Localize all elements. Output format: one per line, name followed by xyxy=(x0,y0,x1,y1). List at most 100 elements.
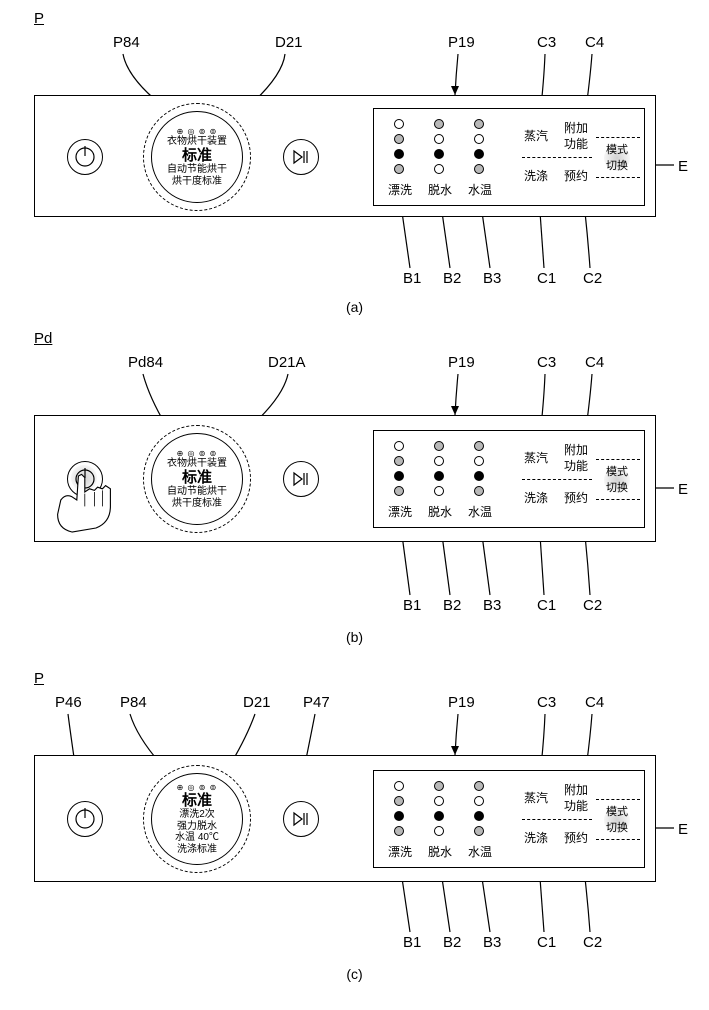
play-pause-button[interactable] xyxy=(283,801,319,837)
label-mode-a: 模式 xyxy=(606,803,628,819)
label-wash[interactable]: 洗涤 xyxy=(524,489,548,506)
figure-a: P P84 D21 P19 C3 C4 ⊕ ◎ ⊚ ⊚ 衣物烘干装置 标准 xyxy=(10,10,699,320)
label-reserve[interactable]: 预约 xyxy=(564,489,588,506)
dot[interactable] xyxy=(394,134,404,144)
dot[interactable] xyxy=(394,164,404,174)
dial-status-icons: ⊕ ◎ ⊚ ⊚ xyxy=(177,783,218,792)
dot[interactable] xyxy=(394,149,404,159)
label-reserve[interactable]: 预约 xyxy=(564,829,588,846)
label-reserve[interactable]: 预约 xyxy=(564,167,588,184)
dot[interactable] xyxy=(394,119,404,129)
dot[interactable] xyxy=(434,134,444,144)
dial-line4: 烘干度标准 xyxy=(172,176,222,188)
label-wash[interactable]: 洗涤 xyxy=(524,167,548,184)
label-mode-b: 切换 xyxy=(606,479,628,495)
label-steam[interactable]: 蒸汽 xyxy=(524,789,548,806)
label-c4: C4 xyxy=(585,694,604,711)
dial-line3: 漂洗2次 xyxy=(179,809,215,821)
dot[interactable] xyxy=(394,456,404,466)
label-wash[interactable]: 洗涤 xyxy=(524,829,548,846)
label-c1: C1 xyxy=(537,270,556,287)
divider xyxy=(596,137,640,138)
label-extra-a[interactable]: 附加 xyxy=(564,781,588,798)
label-b2: B2 xyxy=(443,270,461,287)
power-button[interactable] xyxy=(67,139,103,175)
dot[interactable] xyxy=(434,826,444,836)
divider xyxy=(596,799,640,800)
dot[interactable] xyxy=(394,781,404,791)
dot[interactable] xyxy=(474,456,484,466)
play-pause-button[interactable] xyxy=(283,461,319,497)
dot[interactable] xyxy=(474,796,484,806)
dot[interactable] xyxy=(474,781,484,791)
label-p84: P84 xyxy=(120,694,147,711)
dot[interactable] xyxy=(394,486,404,496)
dial-line2: 标准 xyxy=(182,469,212,486)
label-extra-a[interactable]: 附加 xyxy=(564,441,588,458)
dot[interactable] xyxy=(434,781,444,791)
divider xyxy=(596,459,640,460)
power-button[interactable] xyxy=(67,801,103,837)
dot[interactable] xyxy=(474,119,484,129)
label-extra-b[interactable]: 功能 xyxy=(564,797,588,814)
dot[interactable] xyxy=(434,441,444,451)
dial-line4: 烘干度标准 xyxy=(172,498,222,510)
dot[interactable] xyxy=(474,134,484,144)
dial-status-icons: ⊕ ◎ ⊚ ⊚ xyxy=(177,449,218,458)
play-pause-button[interactable] xyxy=(283,139,319,175)
label-c2: C2 xyxy=(583,934,602,951)
options-panel: 漂洗 脱水 水温 蒸汽 附加 功能 洗涤 预约 模式 切换 xyxy=(373,430,645,528)
label-p19: P19 xyxy=(448,694,475,711)
label-extra-a[interactable]: 附加 xyxy=(564,119,588,136)
dot[interactable] xyxy=(474,164,484,174)
dial-line1: 衣物烘干装置 xyxy=(167,136,227,148)
label-rinse: 漂洗 xyxy=(388,843,412,860)
label-mode-b: 切换 xyxy=(606,819,628,835)
label-b2: B2 xyxy=(443,934,461,951)
dot[interactable] xyxy=(434,119,444,129)
dot[interactable] xyxy=(394,441,404,451)
label-mode-a: 模式 xyxy=(606,463,628,479)
dot[interactable] xyxy=(434,456,444,466)
dot[interactable] xyxy=(434,796,444,806)
dot[interactable] xyxy=(394,796,404,806)
label-p47: P47 xyxy=(303,694,330,711)
dial-display[interactable]: ⊕ ◎ ⊚ ⊚ 衣物烘干装置 标准 自动节能烘干 烘干度标准 xyxy=(151,111,243,203)
dot[interactable] xyxy=(474,441,484,451)
divider xyxy=(522,819,592,820)
dot[interactable] xyxy=(434,486,444,496)
label-b1: B1 xyxy=(403,597,421,614)
label-steam[interactable]: 蒸汽 xyxy=(524,127,548,144)
divider xyxy=(596,839,640,840)
control-panel: ⊕ ◎ ⊚ ⊚ 衣物烘干装置 标准 自动节能烘干 烘干度标准 漂洗 脱水 xyxy=(34,95,656,217)
dot[interactable] xyxy=(474,811,484,821)
options-panel: 漂洗 脱水 水温 蒸汽 附加 功能 洗涤 预约 模式 切换 xyxy=(373,108,645,206)
subfigure-label: (b) xyxy=(10,629,699,645)
dot[interactable] xyxy=(394,811,404,821)
dot[interactable] xyxy=(434,811,444,821)
divider xyxy=(522,157,592,158)
label-steam[interactable]: 蒸汽 xyxy=(524,449,548,466)
dot[interactable] xyxy=(434,164,444,174)
dial-line1: 衣物烘干装置 xyxy=(167,458,227,470)
dot[interactable] xyxy=(474,486,484,496)
label-c3: C3 xyxy=(537,354,556,371)
panel-label: P xyxy=(34,10,44,27)
label-pd84: Pd84 xyxy=(128,354,163,371)
label-p19: P19 xyxy=(448,34,475,51)
label-extra-b[interactable]: 功能 xyxy=(564,135,588,152)
dot[interactable] xyxy=(474,149,484,159)
label-extra-b[interactable]: 功能 xyxy=(564,457,588,474)
dot[interactable] xyxy=(474,826,484,836)
dot[interactable] xyxy=(394,826,404,836)
dial-display[interactable]: ⊕ ◎ ⊚ ⊚ 衣物烘干装置 标准 自动节能烘干 烘干度标准 xyxy=(151,433,243,525)
label-spin: 脱水 xyxy=(428,503,452,520)
dot[interactable] xyxy=(434,149,444,159)
dial-line2: 标准 xyxy=(182,147,212,164)
dot[interactable] xyxy=(394,471,404,481)
label-temp: 水温 xyxy=(468,181,492,198)
dial-display[interactable]: ⊕ ◎ ⊚ ⊚ 标准 漂洗2次 强力脱水 水温 40℃ 洗涤标准 xyxy=(151,773,243,865)
figure-c: P P46 P84 D21 P47 P19 C3 C4 ⊕ ◎ ⊚ ⊚ 标准 漂… xyxy=(10,670,699,990)
dot[interactable] xyxy=(434,471,444,481)
dot[interactable] xyxy=(474,471,484,481)
